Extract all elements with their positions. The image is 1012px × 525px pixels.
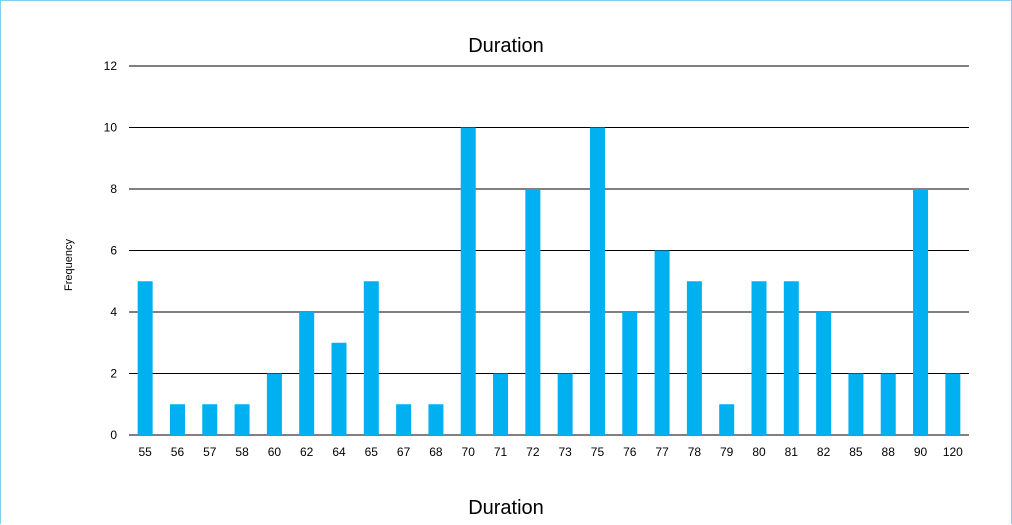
x-tick-label: 90 xyxy=(914,445,928,459)
y-tick-label: 8 xyxy=(110,182,117,196)
bar xyxy=(169,404,185,435)
x-tick-label: 55 xyxy=(138,445,152,459)
x-tick-label: 85 xyxy=(849,445,863,459)
bar xyxy=(751,281,767,435)
y-tick-label: 10 xyxy=(104,121,118,135)
x-tick-label: 88 xyxy=(882,445,896,459)
y-axis-ticks: 0 2 4 6 8 10 12 xyxy=(104,59,118,442)
x-tick-label: 79 xyxy=(720,445,734,459)
x-tick-label: 80 xyxy=(752,445,766,459)
bar xyxy=(816,312,832,435)
y-tick-label: 4 xyxy=(110,305,117,319)
bar xyxy=(266,373,282,435)
x-tick-label: 68 xyxy=(429,445,443,459)
bar xyxy=(331,342,347,435)
x-tick-label: 60 xyxy=(268,445,282,459)
bar xyxy=(525,189,541,435)
bars xyxy=(137,127,961,435)
x-tick-label: 71 xyxy=(494,445,508,459)
bar xyxy=(299,312,315,435)
bar xyxy=(493,373,509,435)
bar xyxy=(234,404,250,435)
chart-title: Duration xyxy=(468,35,544,57)
x-tick-label: 77 xyxy=(655,445,669,459)
x-tick-label: 62 xyxy=(300,445,314,459)
x-tick-label: 56 xyxy=(171,445,185,459)
x-tick-label: 78 xyxy=(688,445,702,459)
x-tick-label: 65 xyxy=(365,445,379,459)
x-tick-label: 75 xyxy=(591,445,605,459)
bar xyxy=(202,404,218,435)
x-axis-ticks: 55 56 57 58 60 62 64 65 67 68 70 71 72 73 75 76 77 78 79 80… xyxy=(138,445,963,459)
x-tick-label: 72 xyxy=(526,445,540,459)
bar xyxy=(460,127,476,435)
x-tick-label: 73 xyxy=(558,445,572,459)
bar xyxy=(622,312,638,435)
bar xyxy=(589,127,605,435)
x-tick-label: 82 xyxy=(817,445,831,459)
bar xyxy=(363,281,379,435)
x-axis-label: Duration xyxy=(468,497,544,519)
bar xyxy=(880,373,896,435)
y-tick-label: 2 xyxy=(110,367,117,381)
bar xyxy=(557,373,573,435)
bar xyxy=(783,281,799,435)
y-axis-label: Frequency xyxy=(63,239,75,291)
y-tick-label: 0 xyxy=(110,428,117,442)
bar xyxy=(686,281,702,435)
bar xyxy=(913,189,929,435)
x-tick-label: 58 xyxy=(235,445,249,459)
bar xyxy=(654,250,670,435)
x-tick-label: 57 xyxy=(203,445,217,459)
x-tick-label: 70 xyxy=(462,445,476,459)
bar xyxy=(719,404,735,435)
bar xyxy=(396,404,412,435)
gridlines xyxy=(129,65,969,436)
bar xyxy=(137,281,153,435)
bar xyxy=(945,373,961,435)
y-tick-label: 12 xyxy=(104,59,118,73)
x-tick-label: 81 xyxy=(785,445,799,459)
x-tick-label: 67 xyxy=(397,445,411,459)
bar xyxy=(848,373,864,435)
x-tick-label: 120 xyxy=(943,445,963,459)
x-tick-label: 76 xyxy=(623,445,637,459)
bar xyxy=(428,404,444,435)
y-tick-label: 6 xyxy=(110,244,117,258)
x-tick-label: 64 xyxy=(332,445,346,459)
